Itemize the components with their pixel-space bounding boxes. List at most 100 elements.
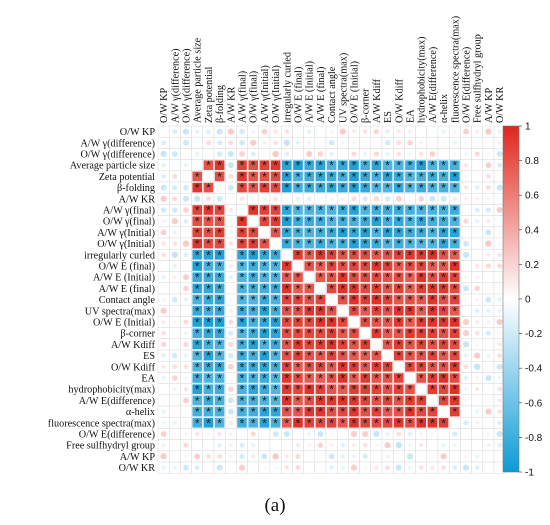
row-label: A/W γ(final) [103, 206, 155, 217]
correlation-circle [273, 465, 278, 470]
significance-marker: * [273, 170, 278, 184]
correlation-circle [408, 129, 412, 134]
correlation-cell [304, 238, 314, 249]
significance-marker: * [307, 159, 312, 173]
significance-marker: * [385, 226, 390, 240]
correlation-cell [282, 350, 292, 361]
correlation-circle [486, 443, 491, 448]
correlation-cell [248, 362, 258, 372]
correlation-cell [382, 171, 393, 182]
correlation-circle [272, 453, 279, 460]
significance-marker: * [217, 170, 222, 184]
correlation-circle [229, 286, 233, 290]
correlation-cell [315, 362, 326, 372]
significance-marker: * [385, 204, 390, 218]
correlation-circle [487, 343, 490, 346]
correlation-cell [382, 406, 393, 417]
correlation-cell [371, 373, 382, 383]
correlation-circle [274, 443, 277, 447]
correlation-circle [429, 151, 436, 157]
correlation-cell [405, 182, 415, 193]
significance-marker: * [374, 248, 379, 262]
significance-marker: * [419, 215, 424, 229]
correlation-circle [486, 152, 491, 156]
correlation-circle [173, 432, 177, 436]
correlation-circle [487, 421, 490, 425]
significance-marker: * [273, 316, 278, 330]
significance-marker: * [329, 226, 334, 240]
correlation-cell [192, 205, 202, 215]
significance-marker: * [419, 405, 424, 419]
correlation-cell [416, 406, 426, 417]
correlation-cell [394, 406, 404, 417]
correlation-cell [349, 418, 359, 428]
correlation-cell [438, 227, 449, 238]
correlation-circle [463, 240, 469, 247]
significance-marker: * [284, 215, 289, 229]
significance-marker: * [441, 304, 446, 318]
correlation-circle [498, 219, 501, 223]
correlation-cell [248, 373, 258, 383]
correlation-cell [349, 328, 359, 338]
correlation-cell [259, 216, 270, 226]
correlation-cell [237, 160, 247, 170]
correlation-circle [396, 431, 402, 437]
correlation-cell [371, 406, 382, 417]
correlation-circle [486, 219, 491, 224]
significance-marker: * [329, 316, 334, 330]
correlation-circle [475, 420, 480, 425]
significance-marker: * [419, 237, 424, 251]
correlation-circle [396, 140, 402, 146]
correlation-circle [340, 196, 345, 201]
correlation-cell [427, 317, 438, 327]
significance-marker: * [318, 338, 323, 352]
correlation-circle [497, 162, 503, 168]
correlation-cell [427, 182, 438, 193]
correlation-cell [405, 306, 415, 316]
correlation-cell [405, 317, 415, 327]
significance-marker: * [195, 360, 200, 374]
correlation-cell [315, 250, 326, 260]
significance-marker: * [240, 316, 245, 330]
correlation-circle [475, 129, 480, 134]
correlation-circle [474, 285, 480, 292]
significance-marker: * [374, 226, 379, 240]
correlation-cell [315, 238, 326, 249]
correlation-circle [183, 386, 189, 392]
correlation-circle [463, 420, 469, 426]
correlation-circle [251, 197, 255, 201]
correlation-cell [259, 205, 270, 215]
significance-marker: * [385, 338, 390, 352]
correlation-cell [394, 272, 404, 282]
colorbar-tick-label: -0.4 [525, 364, 543, 375]
correlation-cell [326, 238, 337, 249]
correlation-circle [162, 387, 165, 391]
correlation-cell [371, 160, 382, 170]
correlation-cell [304, 317, 314, 327]
correlation-cell [248, 283, 258, 294]
correlation-cell [360, 306, 370, 316]
correlation-circle [307, 443, 311, 447]
correlation-cell [360, 261, 370, 271]
correlation-cell [192, 227, 202, 238]
correlation-cell [427, 384, 438, 394]
significance-marker: * [217, 271, 222, 285]
correlation-circle [285, 197, 289, 201]
colorbar-tick-label: 0.4 [525, 225, 539, 236]
correlation-circle [250, 431, 256, 437]
significance-marker: * [307, 416, 312, 430]
row-label: A/W γ(Initial) [97, 228, 155, 239]
significance-marker: * [385, 237, 390, 251]
correlation-circle [385, 431, 390, 437]
correlation-circle [452, 465, 458, 470]
correlation-cell [192, 171, 202, 182]
significance-marker: * [452, 349, 457, 363]
significance-marker: * [240, 170, 245, 184]
correlation-circle [485, 263, 491, 269]
correlation-circle [441, 129, 446, 134]
significance-marker: * [452, 372, 457, 386]
significance-marker: * [441, 248, 446, 262]
correlation-circle [496, 318, 503, 326]
correlation-circle [408, 443, 412, 447]
correlation-cell [450, 182, 460, 193]
